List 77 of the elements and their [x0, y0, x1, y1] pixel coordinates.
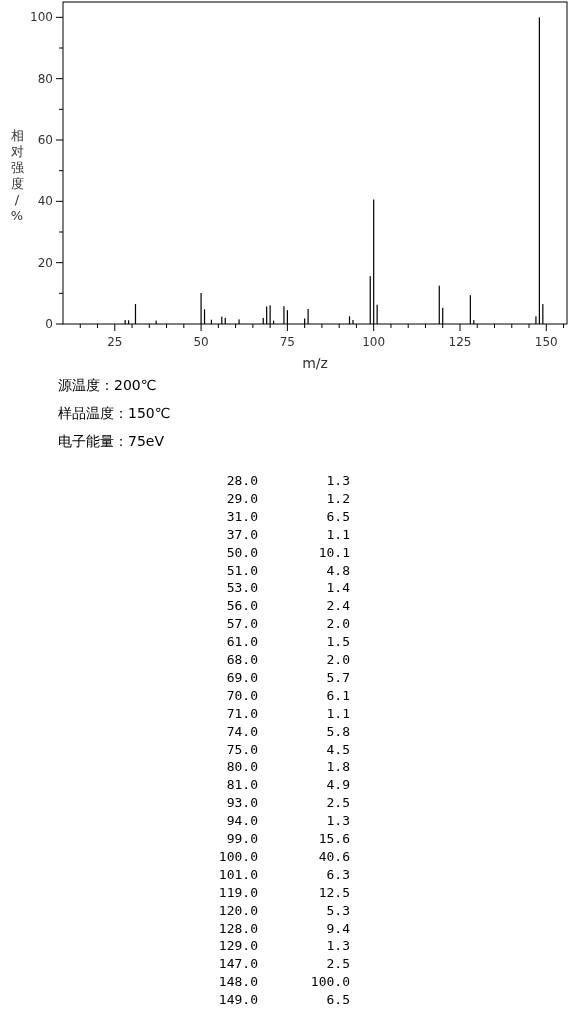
text: 119.0 [218, 884, 258, 900]
x-tick-label: 125 [448, 335, 472, 349]
y-tick-label: 60 [37, 133, 53, 147]
text: 5.7 [326, 669, 350, 685]
text: 4.8 [326, 562, 350, 578]
text: 147.0 [218, 956, 258, 972]
text: 1.1 [326, 705, 350, 721]
text: 100.0 [218, 848, 258, 864]
text: 2.0 [326, 616, 350, 632]
text: 68.0 [226, 652, 258, 667]
y-tick-label: 0 [45, 317, 53, 331]
text: 40.6 [318, 848, 350, 864]
text: 6.5 [326, 992, 350, 1008]
x-tick-label: 75 [279, 335, 296, 349]
text: 2.5 [326, 795, 350, 811]
text: 70.0 [226, 687, 258, 703]
text: 1.8 [326, 759, 350, 775]
text: 5.8 [326, 723, 350, 739]
text: 10.1 [318, 544, 350, 560]
text: 2.4 [326, 598, 351, 614]
text: 148.0 [218, 974, 258, 990]
text: 5.3 [326, 902, 350, 918]
x-tick-label: 25 [107, 335, 123, 349]
text: 31.0 [226, 508, 258, 524]
text: 56.0 [226, 598, 258, 614]
text: 50.0 [226, 544, 258, 560]
y-tick-label: 100 [30, 10, 53, 25]
text: 4.9 [326, 777, 350, 793]
text: 1.3 [326, 938, 350, 954]
text: 149.0 [218, 992, 258, 1008]
text: 81.0 [226, 777, 258, 793]
text: 1.2 [326, 490, 350, 506]
text: 1.3 [326, 473, 350, 488]
text: 99.0 [226, 831, 258, 846]
text: 75.0 [226, 741, 258, 757]
text: 101.0 [218, 866, 258, 882]
text: 4.5 [326, 741, 350, 757]
y-tick-label: 20 [37, 255, 53, 270]
text: 94.0 [226, 813, 258, 829]
text: 1.3 [326, 813, 350, 829]
text: 6.1 [326, 687, 350, 703]
text: 71.0 [226, 705, 258, 721]
text: 129.0 [218, 938, 258, 954]
text: 电子能量：75eV [58, 433, 165, 449]
text: 6.3 [326, 866, 350, 882]
text: 1.5 [326, 634, 350, 650]
text: 12.5 [318, 884, 350, 900]
text: 61.0 [226, 634, 258, 650]
text: 100.0 [310, 974, 350, 990]
text: 1.4 [326, 580, 351, 596]
text: 74.0 [226, 723, 258, 739]
text: 2.0 [326, 652, 350, 667]
text: 源温度：200℃ [58, 377, 157, 393]
x-tick-label: 100 [362, 335, 386, 349]
x-axis-title: m/z [302, 355, 328, 371]
y-axis-title: 相对强度/% [10, 128, 24, 223]
text: 57.0 [226, 616, 258, 632]
text: 120.0 [218, 902, 258, 918]
text: 128.0 [218, 920, 258, 936]
text: 37.0 [226, 526, 258, 542]
text: 样品温度：150℃ [58, 405, 171, 421]
y-tick-label: 80 [37, 71, 53, 86]
text: 15.6 [318, 831, 350, 846]
text: 80.0 [226, 759, 258, 775]
text: 2.5 [326, 956, 350, 972]
text: 9.4 [326, 920, 351, 936]
x-tick-label: 50 [193, 335, 209, 349]
text: 1.1 [326, 526, 350, 542]
text: 28.0 [226, 473, 258, 488]
text: 93.0 [226, 795, 258, 811]
x-tick-label: 150 [534, 335, 558, 349]
text: 51.0 [226, 562, 258, 578]
text: 29.0 [226, 490, 258, 506]
text: 69.0 [226, 669, 258, 685]
text: 53.0 [226, 580, 258, 596]
text: 6.5 [326, 508, 350, 524]
y-tick-label: 40 [37, 194, 53, 209]
